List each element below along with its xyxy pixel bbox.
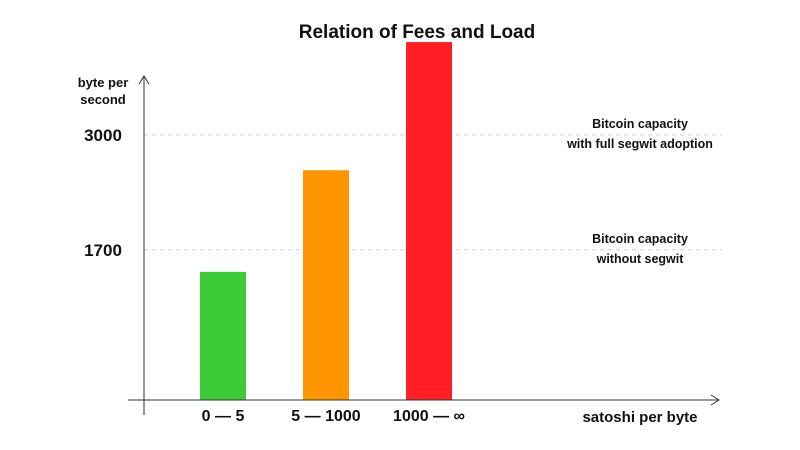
bar-1: [303, 170, 349, 400]
annotation-1-line-0: Bitcoin capacity: [592, 232, 688, 246]
bars: [200, 42, 452, 401]
y-ticks: 1700 3000: [84, 126, 122, 260]
x-axis-label: satoshi per byte: [582, 409, 697, 426]
x-tick-label-0: 0 — 5: [202, 408, 245, 425]
annotation-0-line-0: Bitcoin capacity: [592, 117, 688, 131]
chart-title: Relation of Fees and Load: [299, 22, 535, 43]
y-axis-arrow: [138, 75, 150, 85]
annotations: Bitcoin capacity with full segwit adoptio…: [566, 117, 713, 266]
x-axis-arrow: [710, 394, 720, 406]
x-tick-label-1: 5 — 1000: [291, 408, 360, 425]
bar-0: [200, 271, 246, 400]
annotation-0-line-1: with full segwit adoption: [566, 137, 713, 151]
y-axis-label-line-1: byte per: [78, 75, 129, 90]
x-ticks: 0 — 5 5 — 1000 1000 — ∞: [202, 408, 465, 425]
x-tick-label-2: 1000 — ∞: [393, 408, 465, 425]
bar-2: [406, 42, 452, 401]
y-axis-label-line-2: second: [80, 92, 126, 107]
y-tick-label-0: 1700: [84, 241, 122, 260]
annotation-1-line-1: without segwit: [596, 252, 685, 266]
y-tick-label-1: 3000: [84, 126, 122, 145]
